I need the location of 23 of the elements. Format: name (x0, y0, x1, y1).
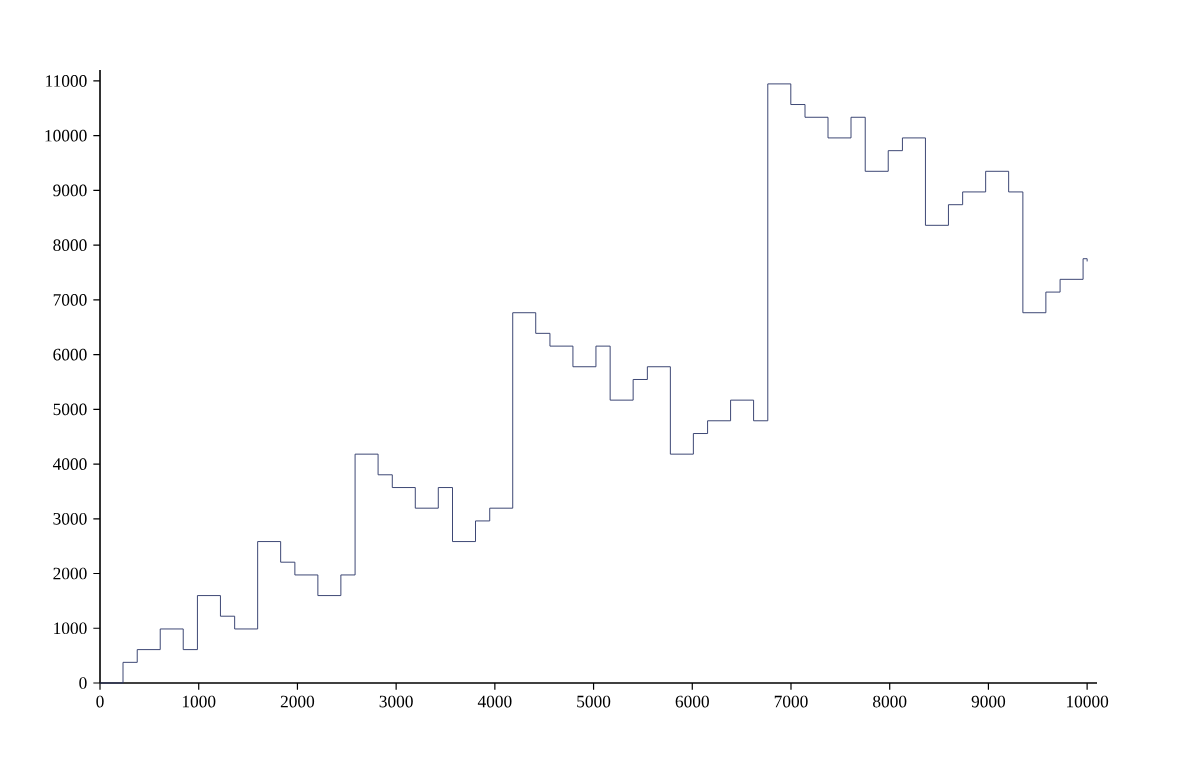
x-tick-label: 10000 (1066, 695, 1109, 708)
x-tick-label: 8000 (873, 695, 907, 708)
x-tick-label: 4000 (477, 695, 512, 708)
y-tick-label: 4000 (52, 458, 87, 470)
y-tick-label: 5000 (53, 403, 87, 416)
y-tick-label: 3000 (53, 512, 87, 525)
x-tick-label: 2000 (280, 695, 315, 708)
y-tick-label: 7000 (53, 294, 87, 306)
y-tick-label: 9000 (53, 184, 87, 197)
x-tick-label: 9000 (971, 695, 1006, 708)
x-tick-label: 0 (96, 695, 104, 708)
y-tick-label: 2000 (53, 567, 87, 580)
y-tick-label: 10000 (45, 129, 87, 142)
y-tick-label: 0 (79, 677, 87, 689)
x-tick-label: 6000 (675, 695, 709, 708)
y-tick-label: 11000 (46, 75, 87, 87)
x-tick-label: 7000 (774, 695, 808, 708)
x-tick-label: 1000 (182, 695, 216, 708)
y-tick-label: 6000 (53, 348, 87, 361)
y-tick-label: 1000 (54, 622, 87, 635)
x-tick-label: 3000 (379, 695, 413, 708)
x-tick-label: 5000 (577, 695, 611, 708)
y-tick-label: 8000 (53, 239, 87, 251)
